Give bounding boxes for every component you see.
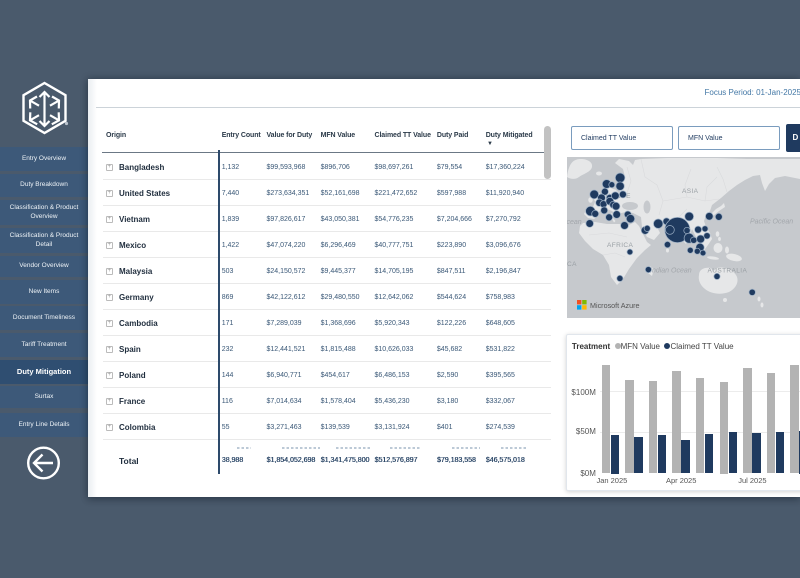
svg-text:AUSTRALIA: AUSTRALIA xyxy=(708,267,748,274)
svg-text:ASIA: ASIA xyxy=(682,188,699,195)
svg-text:Indian Ocean: Indian Ocean xyxy=(650,267,692,274)
svg-text:Pacific Ocean: Pacific Ocean xyxy=(750,218,793,225)
svg-text:Microsoft Azure: Microsoft Azure xyxy=(590,301,640,310)
svg-text:Ocean: Ocean xyxy=(567,219,582,226)
svg-text:AFRICA: AFRICA xyxy=(607,242,634,249)
svg-text:CA: CA xyxy=(567,261,577,268)
